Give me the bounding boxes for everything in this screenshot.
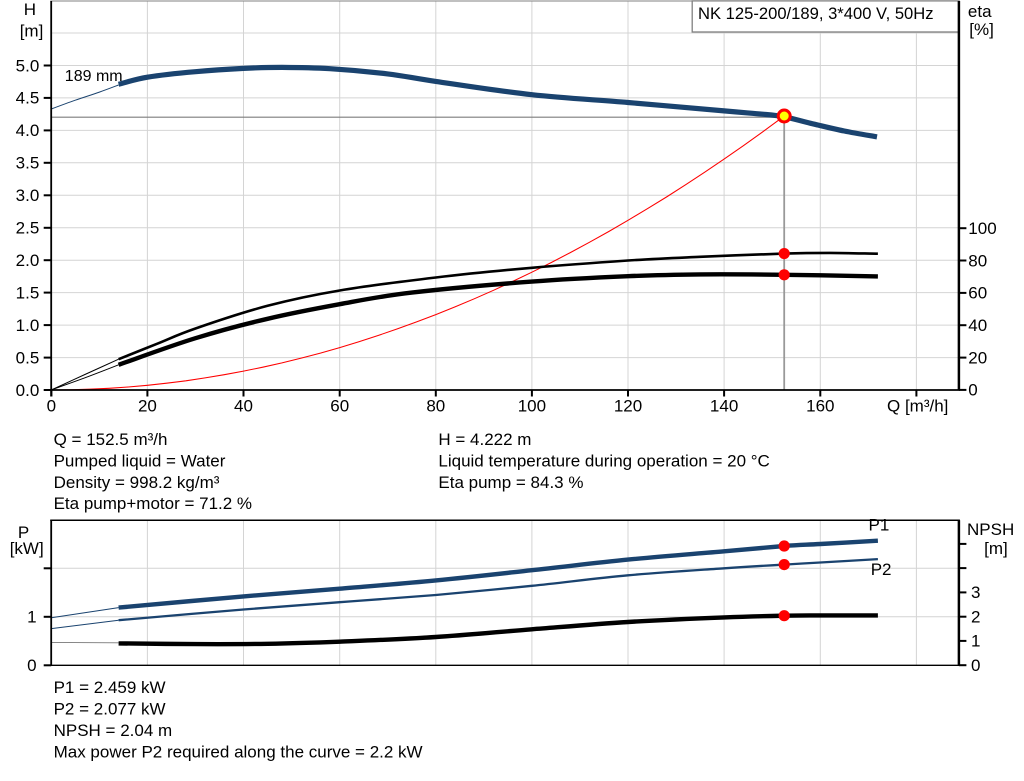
svg-text:4.5: 4.5 [16,89,40,108]
svg-text:140: 140 [710,396,738,415]
svg-text:P1: P1 [869,516,890,535]
svg-text:2.0: 2.0 [16,251,40,270]
svg-text:3.0: 3.0 [16,186,40,205]
svg-text:[m]: [m] [20,21,44,40]
svg-text:[m]: [m] [984,539,1008,558]
svg-text:189 mm: 189 mm [65,68,123,85]
svg-text:40: 40 [968,316,987,335]
svg-text:0: 0 [968,381,977,400]
svg-text:160: 160 [806,396,834,415]
svg-text:20: 20 [138,396,157,415]
svg-text:P2 = 2.077 kW: P2 = 2.077 kW [54,700,166,719]
svg-text:2: 2 [971,607,980,626]
svg-text:100: 100 [518,396,546,415]
svg-text:120: 120 [614,396,642,415]
svg-text:NPSH: NPSH [967,520,1014,539]
svg-text:H = 4.222 m: H = 4.222 m [438,430,531,449]
svg-text:100: 100 [968,219,996,238]
svg-text:3.5: 3.5 [16,154,40,173]
svg-text:3: 3 [971,583,980,602]
svg-text:Liquid temperature during oper: Liquid temperature during operation = 20… [438,451,769,470]
svg-text:60: 60 [330,396,349,415]
svg-text:4.0: 4.0 [16,121,40,140]
svg-text:Q [m³/h]: Q [m³/h] [887,396,948,415]
svg-text:80: 80 [426,396,445,415]
svg-text:NK 125-200/189, 3*400 V, 50Hz: NK 125-200/189, 3*400 V, 50Hz [698,4,934,23]
svg-text:Max power P2 required along th: Max power P2 required along the curve = … [54,743,423,762]
svg-text:Eta pump = 84.3 %: Eta pump = 84.3 % [438,473,583,492]
svg-text:NPSH = 2.04 m: NPSH = 2.04 m [54,721,173,740]
svg-text:P2: P2 [871,560,892,579]
svg-text:60: 60 [968,284,987,303]
svg-text:[%]: [%] [969,20,994,39]
svg-text:0: 0 [47,396,56,415]
svg-text:Eta pump+motor = 71.2 %: Eta pump+motor = 71.2 % [54,494,252,513]
svg-text:Pumped liquid = Water: Pumped liquid = Water [54,451,226,470]
svg-text:2.5: 2.5 [16,219,40,238]
svg-text:1: 1 [971,632,980,651]
svg-text:5.0: 5.0 [16,56,40,75]
svg-text:[kW]: [kW] [10,539,44,558]
svg-text:0.5: 0.5 [16,348,40,367]
svg-text:H: H [24,0,36,19]
svg-text:1.5: 1.5 [16,283,40,302]
svg-text:20: 20 [968,348,987,367]
svg-text:eta: eta [968,2,992,21]
svg-text:0: 0 [971,656,980,675]
svg-text:1.0: 1.0 [16,316,40,335]
svg-text:0: 0 [27,656,36,675]
svg-text:Density = 998.2 kg/m³: Density = 998.2 kg/m³ [54,473,220,492]
svg-text:0.0: 0.0 [16,381,40,400]
svg-text:P1 = 2.459 kW: P1 = 2.459 kW [54,678,166,697]
svg-text:80: 80 [968,251,987,270]
svg-text:Q = 152.5 m³/h: Q = 152.5 m³/h [54,430,168,449]
svg-text:40: 40 [234,396,253,415]
svg-text:1: 1 [27,607,36,626]
svg-text:P: P [18,523,29,542]
